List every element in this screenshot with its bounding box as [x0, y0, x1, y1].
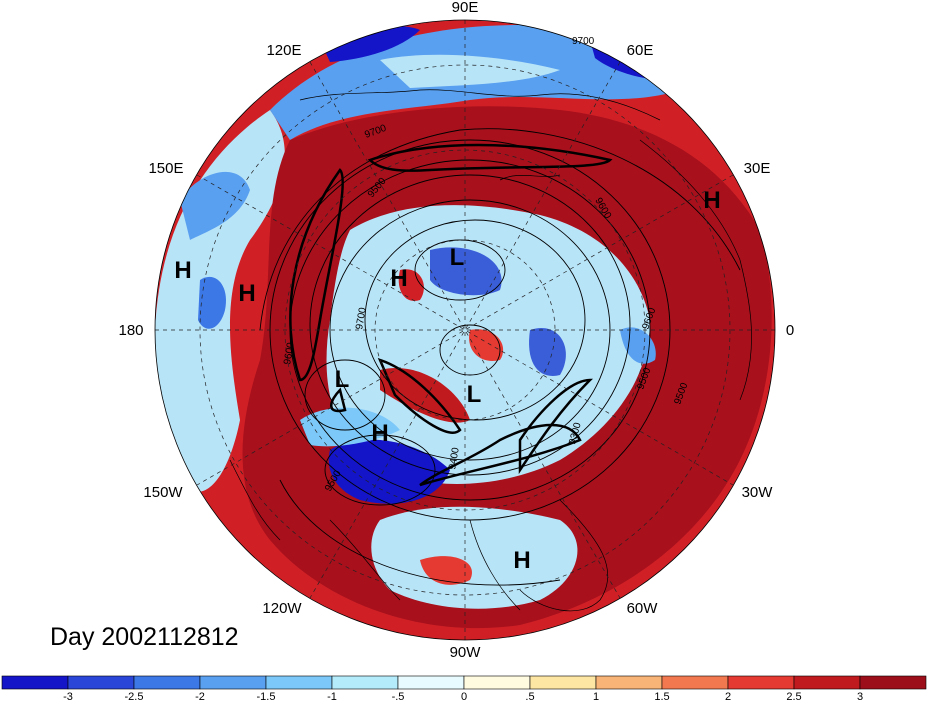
- field-region-inner-red-3: [380, 368, 470, 423]
- colorbar-swatch: [331, 675, 399, 690]
- lon-label-60e: 60E: [627, 42, 654, 59]
- field-region-south-light: [300, 407, 400, 447]
- colorbar-tick-label: -1: [327, 691, 337, 702]
- colorbar-tick-label: 2: [725, 691, 731, 702]
- field-region-bottom-light: [371, 506, 578, 609]
- longitude-labels: 90E 60E 30E 0 30W 60W 90W 120W 150W 180 …: [118, 0, 794, 661]
- lon-label-30w: 30W: [742, 484, 774, 501]
- high-pressure-center: H: [390, 265, 407, 292]
- colorbar-swatch: [793, 675, 861, 690]
- lon-label-120w: 120W: [262, 600, 302, 617]
- lon-label-150e: 150E: [148, 160, 183, 177]
- colorbar-swatch: [529, 675, 597, 690]
- lon-label-120e: 120E: [266, 42, 301, 59]
- high-pressure-center: H: [513, 547, 530, 574]
- lon-label-30e: 30E: [744, 160, 771, 177]
- pressure-centers: H H H H L L H L H H: [174, 187, 720, 574]
- colorbar-swatch: [1, 675, 69, 690]
- colorbar-tick-label: 0: [461, 691, 467, 702]
- field-region-pacific-blue-2: [198, 276, 226, 329]
- high-pressure-center: H: [174, 257, 191, 284]
- colorbar: -3 -2.5 -2 -1.5 -1 -.5 0 .5 1 1.5 2 2.5 3: [1, 675, 927, 702]
- map-disk: [155, 20, 775, 640]
- contour-label: 9600: [282, 341, 297, 365]
- lon-label-90w: 90W: [450, 644, 482, 661]
- colorbar-swatch: [265, 675, 333, 690]
- low-pressure-center: L: [335, 366, 350, 393]
- field-region-pacific-blue: [180, 171, 250, 240]
- lon-label-150w: 150W: [143, 484, 183, 501]
- field-region-inner-blue-2: [529, 328, 566, 376]
- colorbar-swatch: [727, 675, 795, 690]
- lon-label-60w: 60W: [627, 600, 659, 617]
- colorbar-swatch: [199, 675, 267, 690]
- colorbar-tick-label: .5: [525, 691, 534, 702]
- field-region-north-light: [380, 54, 560, 88]
- low-pressure-center: L: [450, 244, 465, 271]
- colorbar-tick-label: 3: [857, 691, 863, 702]
- field-region-inner-red-2: [469, 329, 504, 361]
- graticule: [155, 20, 775, 640]
- high-pressure-center: H: [703, 187, 720, 214]
- coastlines: [229, 89, 752, 612]
- colorbar-tick-label: -.5: [392, 691, 405, 702]
- colorbar-swatch: [67, 675, 135, 690]
- jet-contours: [289, 143, 613, 487]
- field-region-bottom-red: [420, 556, 472, 585]
- low-pressure-center: L: [467, 381, 482, 408]
- contour-label: 9400: [447, 446, 462, 470]
- field-region-east-blue: [620, 327, 656, 364]
- day-title: Day 2002112812: [50, 623, 239, 651]
- colorbar-swatch: [463, 675, 531, 690]
- high-pressure-center: H: [371, 420, 388, 447]
- colorbar-tick-label: -2: [195, 691, 205, 702]
- lon-label-0: 0: [786, 322, 794, 339]
- field-region-inner-blue-1: [430, 247, 502, 296]
- lon-label-180: 180: [118, 322, 143, 339]
- colorbar-swatch: [859, 675, 927, 690]
- colorbar-tick-label: -1.5: [257, 691, 276, 702]
- lon-label-90e: 90E: [452, 0, 479, 16]
- contour-label: 9700: [354, 306, 369, 330]
- colorbar-tick-label: -3: [63, 691, 73, 702]
- map-outline: [154, 19, 776, 641]
- colorbar-tick-label: -2.5: [125, 691, 144, 702]
- colorbar-swatch: [397, 675, 465, 690]
- field-region-inner-red-1: [398, 269, 424, 301]
- colorbar-swatch: [661, 675, 729, 690]
- geopotential-contours: [259, 128, 741, 586]
- colorbar-swatch: [133, 675, 201, 690]
- colorbar-tick-label: 1: [593, 691, 599, 702]
- colorbar-tick-label: 1.5: [654, 691, 669, 702]
- high-pressure-center: H: [238, 280, 255, 307]
- contour-label: 9700: [572, 36, 595, 47]
- colorbar-swatch: [595, 675, 663, 690]
- colorbar-tick-label: 2.5: [786, 691, 801, 702]
